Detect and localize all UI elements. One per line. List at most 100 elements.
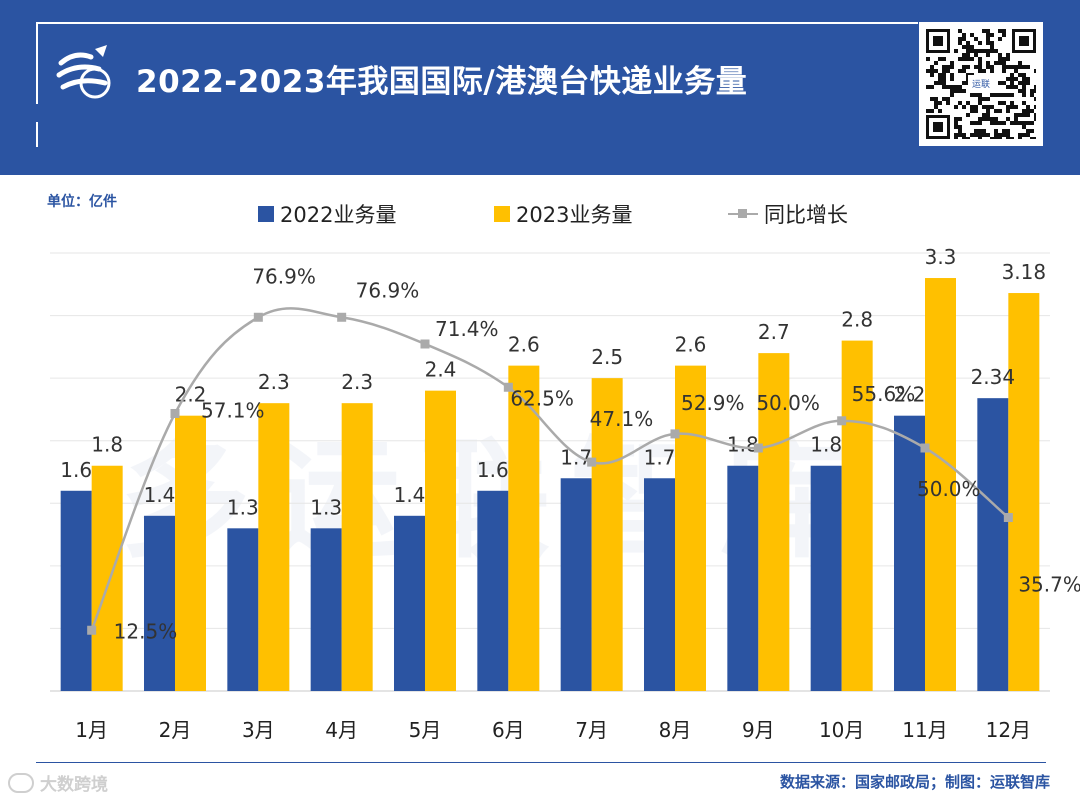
growth-label: 50.0% xyxy=(917,477,981,501)
bar-2022-label: 2.2 xyxy=(894,383,926,407)
bar-2022-label: 1.4 xyxy=(394,483,426,507)
x-tick-label: 9月 xyxy=(742,718,775,742)
bar-2022-label: 1.8 xyxy=(810,433,842,457)
qr-code: 运联 xyxy=(919,22,1043,146)
header-frame xyxy=(36,22,918,147)
x-tick-label: 10月 xyxy=(819,718,864,742)
growth-point xyxy=(670,429,680,439)
growth-label: 76.9% xyxy=(356,278,420,302)
bar-2022 xyxy=(727,465,759,691)
bar-2023 xyxy=(175,415,206,691)
growth-label: 71.4% xyxy=(435,317,499,341)
data-source: 数据来源：国家邮政局；制图：运联智库 xyxy=(779,773,1050,791)
bar-2022 xyxy=(394,515,425,691)
bar-2023 xyxy=(591,378,623,691)
growth-label: 12.5% xyxy=(114,619,178,643)
growth-point xyxy=(253,312,263,322)
bar-2023 xyxy=(258,403,290,691)
growth-point xyxy=(1003,512,1013,522)
bar-2022 xyxy=(144,515,175,691)
bar-2022 xyxy=(644,478,675,691)
bar-2023 xyxy=(91,465,123,691)
bar-2022 xyxy=(310,528,342,691)
brand-icon xyxy=(8,772,34,793)
bar-2023 xyxy=(925,278,956,691)
logo-icon xyxy=(56,45,111,99)
growth-point xyxy=(420,339,430,349)
legend-2022-label: 2022业务量 xyxy=(280,203,397,227)
bar-2023 xyxy=(841,340,873,691)
legend-2022: 2022业务量 xyxy=(258,199,396,229)
legend-2022-swatch xyxy=(258,206,274,222)
legend-2023-swatch xyxy=(494,206,510,222)
bar-2022-label: 1.6 xyxy=(60,458,92,482)
bar-2023-label: 2.6 xyxy=(675,333,707,357)
bar-2022 xyxy=(894,415,925,691)
bar-2022 xyxy=(60,490,92,691)
header-banner: 2022-2023年我国国际/港澳台快递业务量 运联 xyxy=(0,0,1080,175)
bar-2022-label: 1.6 xyxy=(477,458,509,482)
bar-2023-label: 3.18 xyxy=(1002,260,1047,284)
bar-2023 xyxy=(341,403,373,691)
bar-2023 xyxy=(675,365,706,691)
bar-2023-label: 2.6 xyxy=(508,333,540,357)
legend-2023-label: 2023业务量 xyxy=(516,203,633,227)
legend-growth-swatch xyxy=(728,207,758,221)
x-tick-label: 7月 xyxy=(575,718,608,742)
growth-label: 57.1% xyxy=(201,398,265,422)
bar-2022-label: 1.7 xyxy=(560,445,592,469)
bar-2023-label: 3.3 xyxy=(925,245,957,269)
bar-2023 xyxy=(1008,293,1040,691)
bar-2022 xyxy=(477,490,509,691)
growth-label: 50.0% xyxy=(756,391,820,415)
growth-label: 52.9% xyxy=(681,391,745,415)
bar-2023-label: 2.5 xyxy=(591,345,623,369)
x-tick-label: 3月 xyxy=(242,718,275,742)
bar-2022 xyxy=(810,465,842,691)
x-tick-label: 1月 xyxy=(75,718,108,742)
growth-point xyxy=(87,625,97,635)
growth-label: 47.1% xyxy=(590,407,654,431)
growth-point xyxy=(753,443,763,453)
bar-2023 xyxy=(508,365,540,691)
bar-2022-label: 2.34 xyxy=(971,365,1016,389)
qr-center-label: 运联 xyxy=(972,79,990,90)
bar-2023 xyxy=(425,390,456,691)
bar-2022-label: 1.7 xyxy=(644,445,676,469)
unit-label: 单位：亿件 xyxy=(47,194,117,210)
x-tick-label: 6月 xyxy=(492,718,525,742)
growth-point xyxy=(837,416,847,426)
footer-brand: 大数跨境 xyxy=(8,770,108,795)
x-tick-label: 11月 xyxy=(902,718,947,742)
legend-growth: 同比增长 xyxy=(728,199,848,229)
growth-point xyxy=(337,312,347,322)
growth-point xyxy=(503,382,513,392)
bar-2023-label: 1.8 xyxy=(91,433,123,457)
growth-point xyxy=(920,443,930,453)
footer-divider xyxy=(36,762,1046,763)
bar-2023-label: 2.7 xyxy=(758,320,790,344)
growth-label: 76.9% xyxy=(252,264,316,288)
x-tick-label: 4月 xyxy=(325,718,358,742)
bar-2023-label: 2.3 xyxy=(341,370,373,394)
growth-point xyxy=(587,457,597,467)
legend-growth-label: 同比增长 xyxy=(764,203,848,227)
growth-label: 62.5% xyxy=(510,386,574,410)
growth-label: 35.7% xyxy=(1018,572,1080,596)
bar-2022-label: 1.4 xyxy=(144,483,176,507)
growth-point xyxy=(170,408,180,418)
bar-2022-label: 1.3 xyxy=(310,495,342,519)
bar-2023-label: 2.3 xyxy=(258,370,290,394)
x-tick-label: 12月 xyxy=(986,718,1031,742)
footer-brand-label: 大数跨境 xyxy=(40,775,108,795)
growth-label: 55.6% xyxy=(852,382,916,406)
x-tick-label: 5月 xyxy=(409,718,442,742)
x-tick-label: 8月 xyxy=(659,718,692,742)
bar-2022 xyxy=(977,398,1009,691)
bar-2022 xyxy=(560,478,592,691)
page-title: 2022-2023年我国国际/港澳台快递业务量 xyxy=(136,64,748,100)
bar-2023-label: 2.8 xyxy=(841,308,873,332)
bar-2023 xyxy=(758,353,790,691)
bar-2023-label: 2.4 xyxy=(425,358,457,382)
